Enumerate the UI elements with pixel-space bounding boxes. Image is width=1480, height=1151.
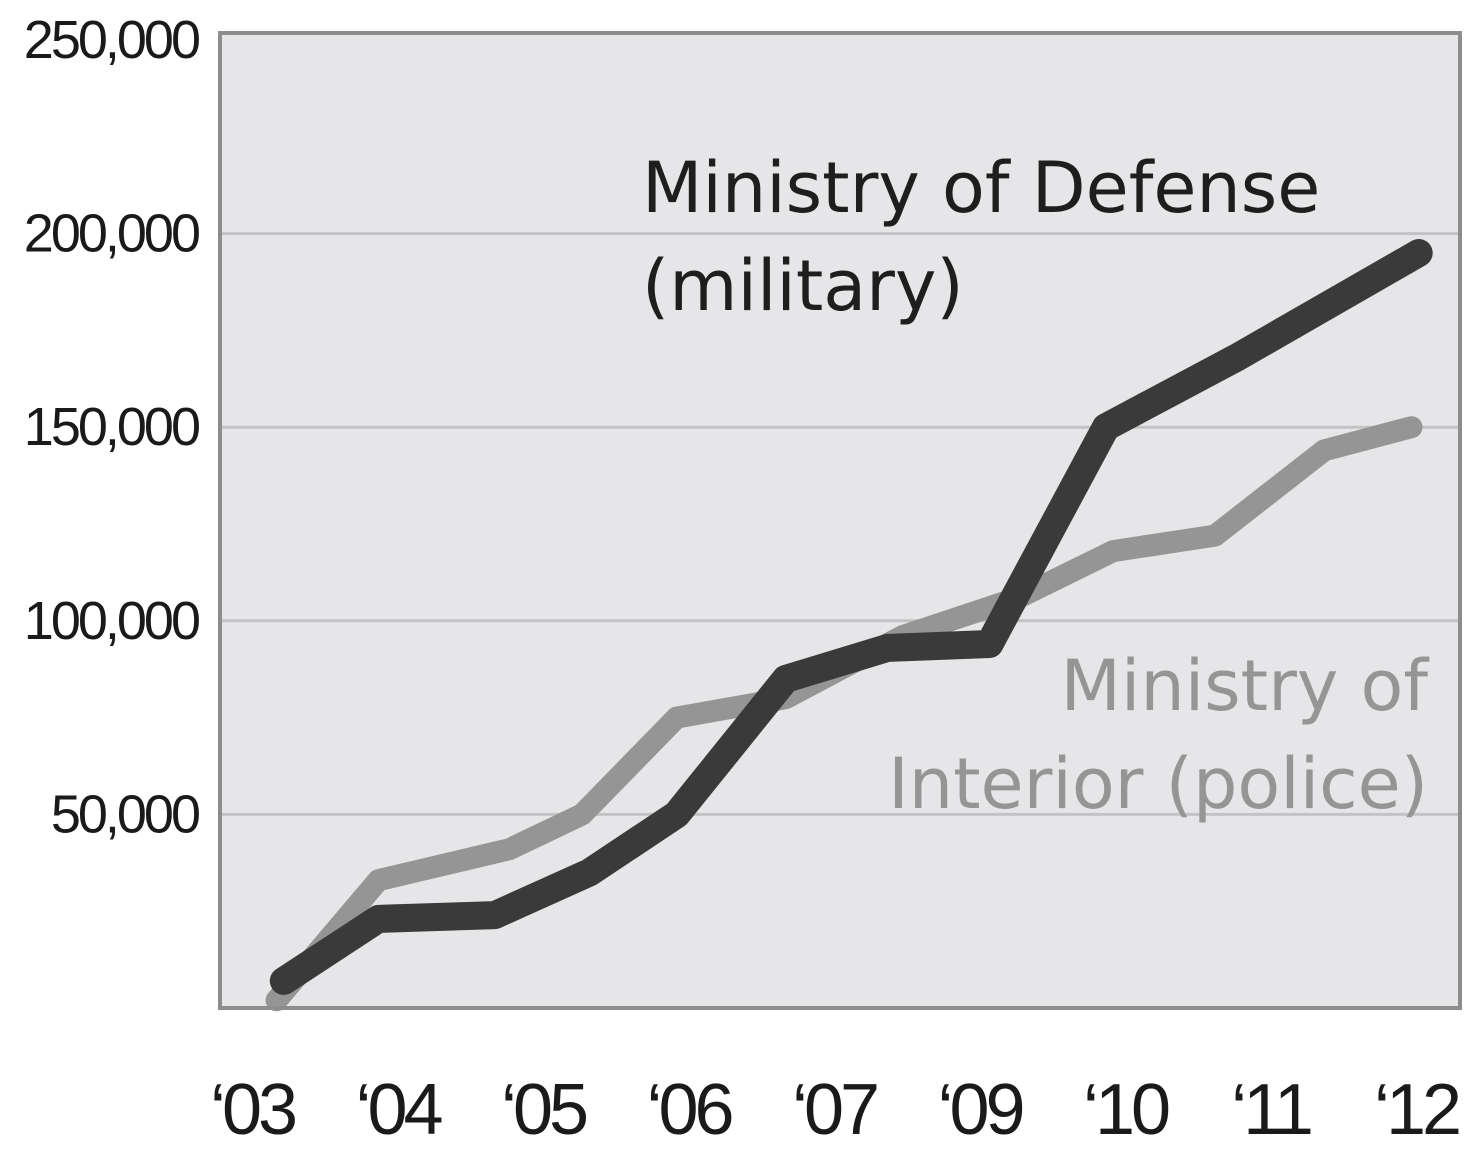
x-tick-label: ‘06 [646,1070,731,1150]
series-line-defense [269,239,1433,995]
x-tick-label: ‘12 [1374,1070,1459,1150]
gridlines [220,232,1460,816]
y-tick-label: 50,000 [51,784,199,844]
x-tick-label: ‘10 [1083,1070,1169,1150]
y-tick-label: 100,000 [24,591,199,651]
x-axis-ticks: ‘03 ‘04 ‘05 ‘06 ‘07 ‘09 ‘10 ‘11 ‘12 [210,1070,1463,1150]
y-tick-label: 150,000 [24,397,199,457]
interior-label-line1: Ministry of [1061,645,1430,727]
interior-label-line2: Interior (police) [888,743,1428,825]
x-tick-label: ‘04 [355,1070,441,1150]
plot-area [220,33,1460,1008]
y-tick-label: 250,000 [24,10,199,70]
y-axis-ticks: 50,000 100,000 150,000 200,000 250,000 [24,10,202,844]
defense-label-line2: (military) [642,245,964,327]
y-tick-label: 200,000 [24,204,199,264]
x-tick-label: ‘03 [210,1070,295,1150]
plot-frame [218,31,1462,1010]
defense-label-line1: Ministry of Defense [642,147,1320,229]
x-tick-label: ‘05 [501,1070,587,1150]
series-layer [265,239,1433,1012]
x-tick-label: ‘09 [937,1070,1022,1150]
x-tick-label: ‘07 [792,1070,877,1150]
x-tick-label: ‘11 [1231,1070,1311,1150]
